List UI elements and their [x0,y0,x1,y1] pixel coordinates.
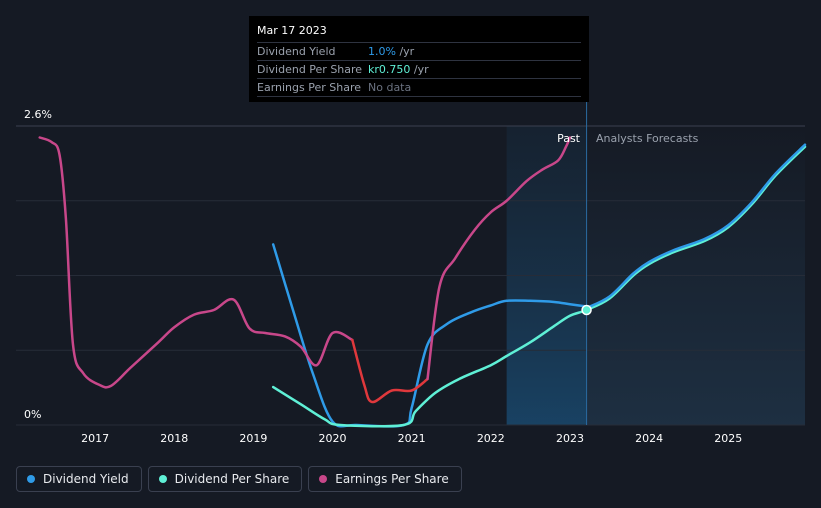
tooltip-label: Dividend Yield [257,45,336,58]
x-tick-label: 2025 [714,432,742,445]
legend-item-dividend-per-share[interactable]: Dividend Per Share [147,466,303,492]
series-line-earnings-per-share [38,136,354,389]
tooltip-row-earnings-per-share: Earnings Per Share No data [257,78,581,97]
tooltip-label: Dividend Per Share [257,63,363,76]
x-tick-label: 2021 [398,432,426,445]
x-tick-label: 2022 [477,432,505,445]
legend-label: Earnings Per Share [335,472,449,486]
series-line-dividend-yield-forecast [585,143,807,310]
legend-label: Dividend Per Share [174,472,290,486]
legend-label: Dividend Yield [43,472,129,486]
legend-item-dividend-yield[interactable]: Dividend Yield [16,466,142,492]
tooltip-row-dividend-per-share: Dividend Per Share kr0.750 /yr [257,60,581,78]
legend-dot-icon [158,475,167,483]
legend-dot-icon [319,475,328,483]
legend-item-earnings-per-share[interactable]: Earnings Per Share [308,466,462,492]
tooltip-date: Mar 17 2023 [257,24,327,37]
tooltip: Mar 17 2023 Dividend Yield 1.0% /yr Divi… [249,16,589,102]
tooltip-value: No data [368,81,412,94]
tooltip-value: 1.0% /yr [368,45,415,58]
forecast-label: Analysts Forecasts [596,132,699,145]
tooltip-value: kr0.750 /yr [368,63,429,76]
series-line-earnings-per-share-recent [426,136,572,381]
series-line-dividend-per-share [271,145,807,428]
tooltip-row-dividend-yield: Dividend Yield 1.0% /yr [257,42,581,60]
x-tick-label: 2023 [556,432,584,445]
series-line-earnings-per-share-negative [351,338,429,404]
x-tick-label: 2018 [160,432,188,445]
x-tick-label: 2019 [239,432,267,445]
x-tick-label: 2024 [635,432,663,445]
x-tick-label: 2017 [81,432,109,445]
highlight-point [581,304,592,316]
legend-dot-icon [27,475,35,483]
past-label: Past [557,132,581,145]
y-tick-label-top: 2.6% [24,108,52,121]
y-tick-label-bottom: 0% [24,408,41,421]
x-tick-label: 2020 [319,432,347,445]
legend: Dividend Yield Dividend Per Share Earnin… [16,466,462,492]
tooltip-label: Earnings Per Share [257,81,362,94]
